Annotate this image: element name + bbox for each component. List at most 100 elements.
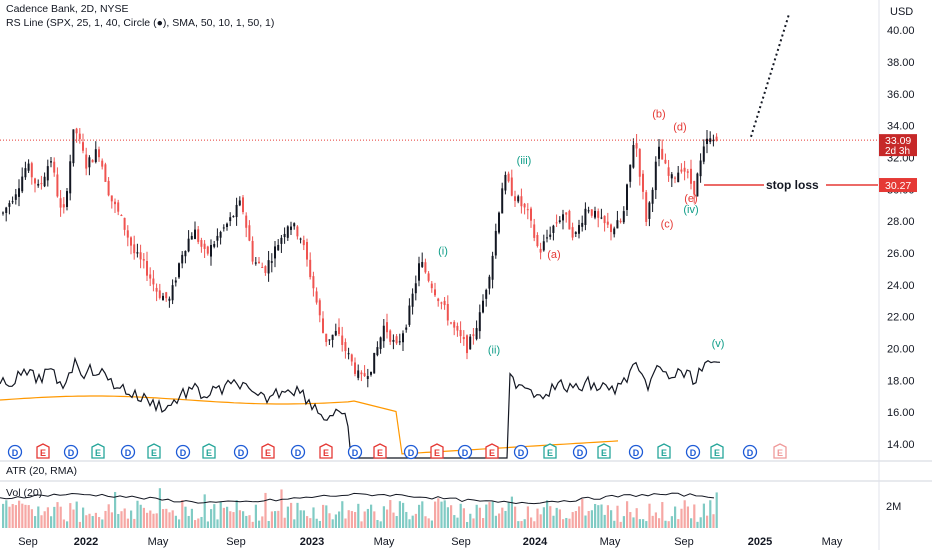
candle-body (645, 192, 648, 222)
candle-body (402, 333, 404, 343)
volume-bar (613, 520, 616, 528)
candle-body (334, 330, 337, 336)
candle-body (59, 198, 62, 208)
candle-body (562, 214, 564, 221)
candle-body (155, 287, 158, 292)
volume-bar (395, 516, 398, 528)
candle-body (651, 189, 654, 204)
volume-bar (494, 515, 497, 528)
earnings-marker (319, 443, 333, 459)
candle-body (584, 208, 587, 225)
volume-bar (146, 512, 149, 528)
volume-bar (344, 518, 347, 528)
volume-bar (622, 516, 625, 528)
volume-bar (152, 513, 155, 528)
volume-bar (280, 489, 283, 528)
event-marker-letter: D (12, 448, 19, 458)
volume-bar (386, 509, 389, 528)
candle-body (130, 237, 132, 246)
rs-line-group (0, 356, 721, 459)
candle-body (322, 318, 324, 333)
volume-bar (238, 510, 241, 528)
candle-body (216, 235, 219, 241)
event-marker-letter: D (238, 448, 245, 458)
event-marker-letter: E (489, 448, 495, 458)
candle-body (520, 196, 523, 207)
candle-body (133, 244, 136, 254)
candle-body (235, 204, 238, 218)
candle-body (594, 210, 596, 218)
event-marker-letter: D (68, 448, 75, 458)
elliott-wave-label: (c) (661, 219, 674, 231)
last-price-tag (879, 134, 917, 157)
volume-bar (507, 502, 510, 528)
volume-bar (296, 502, 299, 528)
volume-bar (318, 520, 321, 528)
candle-body (184, 250, 187, 257)
volume-bar (446, 507, 449, 528)
y-tick-label: 14.00 (887, 439, 915, 451)
volume-bar (421, 501, 424, 528)
candle-body (395, 336, 398, 344)
candle-body (379, 337, 382, 350)
candle-body (501, 188, 504, 214)
candle-body (350, 354, 353, 362)
volume-bar (478, 507, 481, 528)
volume-bar (693, 504, 696, 528)
volume-bar (632, 517, 635, 528)
event-marker-letter: D (690, 448, 697, 458)
candle-body (408, 305, 411, 325)
rs-line-legend: RS Line (SPX, 25, 1, 40, Circle (●), SMA… (6, 17, 275, 29)
volume-bar (558, 509, 561, 528)
y-tick-label: 40.00 (887, 25, 915, 37)
volume-bar (232, 512, 235, 528)
candle-body (638, 149, 641, 177)
volume-bar (472, 518, 475, 528)
volume-bar (50, 516, 53, 528)
volume-bar (366, 508, 369, 528)
volume-bar (254, 504, 257, 528)
volume-bar (309, 518, 312, 528)
candle-body (328, 339, 331, 341)
candle-body (578, 225, 580, 234)
volume-bar (40, 515, 43, 528)
candle-body (514, 196, 516, 201)
stop-loss-label-bg (764, 177, 826, 194)
x-tick-label: Sep (18, 536, 38, 548)
candle-body (286, 226, 289, 238)
candle-body (62, 204, 65, 208)
volume-bar (606, 505, 609, 528)
volume-bar (594, 503, 597, 528)
volume-bar (437, 498, 440, 528)
candle-body (30, 163, 33, 178)
y-tick-label: 22.00 (887, 312, 915, 324)
volume-bar (517, 521, 520, 528)
candle-body (69, 161, 72, 194)
candle-body (386, 322, 388, 333)
volume-bar (2, 503, 5, 528)
volume-bar (11, 504, 14, 528)
candle-body (267, 260, 270, 274)
candle-body (213, 244, 216, 247)
volume-bar (174, 515, 177, 528)
candle-body (488, 276, 491, 289)
earnings-marker (485, 443, 499, 459)
volume-bar (267, 520, 270, 528)
candle-body (14, 194, 17, 200)
elliott-wave-label: (e) (684, 193, 697, 205)
candle-body (149, 274, 152, 279)
candle-body (606, 221, 609, 225)
x-tick-label: May (600, 536, 621, 548)
candle-body (197, 229, 200, 242)
candle-body (126, 230, 129, 238)
candle-body (210, 245, 212, 257)
candle-body (478, 312, 481, 332)
volume-bar (62, 519, 65, 528)
volume-bar (677, 519, 680, 528)
volume-bar (8, 506, 11, 528)
candle-body (344, 342, 347, 352)
volume-bar (565, 517, 568, 528)
volume-bar (414, 513, 417, 528)
currency-label: USD (890, 6, 913, 18)
